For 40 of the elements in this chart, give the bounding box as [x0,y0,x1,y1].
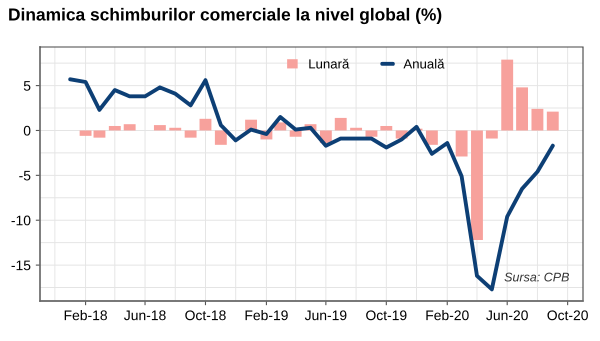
x-tick-label: Oct-18 [185,310,226,320]
y-tick-label: -10 [12,216,30,226]
x-tick-label: Jun-19 [304,310,346,320]
chart-title: Dinamica schimburilor comerciale la nivel global (%) [9,8,442,24]
x-tick-label: Feb-18 [64,310,107,320]
x-tick-label: Oct-19 [366,310,406,320]
bar [501,60,514,130]
bar [531,108,544,130]
bar [486,130,498,139]
x-tick-label: Jun-18 [124,310,166,320]
bar [214,130,227,145]
bar [380,126,392,130]
bar [200,118,212,130]
bar [184,130,197,138]
bar [169,128,182,130]
y-tick-label: 5 [24,81,30,91]
bar [94,130,106,138]
bar [350,128,362,130]
bar [456,130,468,156]
annotation: Sursa: CPB [504,272,569,282]
bar [108,126,121,130]
x-tick-label: Oct-20 [547,310,588,320]
bar [366,130,378,137]
bar [471,130,483,240]
bar [516,87,528,130]
bar [154,125,166,130]
x-tick-label: Feb-20 [426,310,469,320]
x-tick-label: Jun-20 [486,310,528,320]
y-tick-label: -5 [19,170,30,181]
legend-label: Anuală [403,58,444,69]
bar [80,130,92,136]
bar [334,118,347,130]
bar [426,130,438,145]
bar [290,130,302,137]
bar [124,124,136,130]
legend-label: Lunară [309,58,350,69]
y-tick-label: -15 [12,260,30,270]
y-tick-label: 0 [24,126,30,136]
bar [546,112,559,130]
x-tick-label: Feb-19 [246,310,288,320]
